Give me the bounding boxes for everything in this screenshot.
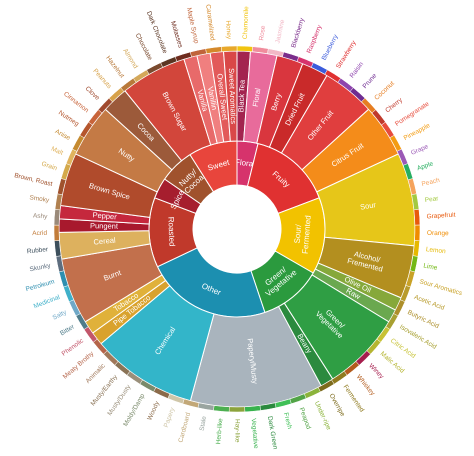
outer-label-vegetative: Vegetative (250, 418, 260, 449)
outer-label-strawberry: Strawberry (335, 39, 358, 70)
inner-label-roasted: Roasted (166, 217, 176, 247)
middle-label-sweet-aromatics: Sweet Aromatics (227, 68, 238, 124)
outer-segment-honey (220, 45, 238, 52)
outer-label-clove: Clove (84, 85, 101, 102)
outer-label-peapod: Peapod (298, 407, 312, 431)
outer-label-peach: Peach (421, 177, 441, 188)
outer-label-almond: Almond (121, 48, 139, 71)
outer-label-smoky: Smoky (29, 194, 50, 204)
outer-label-hay-like: Hay-like (233, 419, 240, 443)
middle-label-black-tea: Black Tea (236, 79, 246, 113)
outer-label-coconut: Coconut (373, 80, 396, 102)
outer-label-papery: Papery (163, 406, 177, 428)
outer-label-petroleum: Petroleum (25, 278, 55, 293)
outer-label-acetic-acid: Acetic Acid (413, 294, 446, 312)
outer-segment-acrid (53, 224, 60, 242)
outer-label-whiskey: Whiskey (355, 374, 376, 398)
outer-label-brown-roast: Brown, Roast (13, 172, 53, 188)
center-hole (193, 185, 281, 273)
outer-label-molasses: Molasses (169, 20, 184, 49)
outer-label-nutmeg: Nutmeg (57, 109, 80, 128)
outer-label-chamomile: Chamomile (242, 6, 250, 40)
outer-label-sour-aromatics: Sour Aromatics (419, 278, 464, 297)
outer-label-medicinal: Medicinal (33, 294, 62, 311)
outer-ring (53, 45, 421, 413)
outer-label-malt: Malt (50, 146, 64, 157)
outer-label-pear: Pear (424, 195, 439, 204)
outer-label-cardboard: Cardboard (177, 411, 192, 443)
outer-label-moldy-damp: Moldy/Damp (122, 392, 146, 428)
outer-label-rubber: Rubber (27, 246, 50, 255)
outer-label-anise: Anise (54, 128, 72, 142)
inner-label-floral: Floral (235, 157, 256, 168)
outer-label-cinnamon: Cinnamon (62, 91, 90, 115)
outer-label-pineapple: Pineapple (403, 122, 432, 142)
outer-label-raisin: Raisin (349, 61, 366, 80)
outer-label-maple-syrup: Maple Syrup (185, 7, 200, 45)
outer-label-butyric-acid: Butyric Acid (406, 309, 440, 330)
outer-label-herb-like: Herb-like (215, 418, 224, 445)
outer-label-fresh: Fresh (282, 412, 293, 430)
inner-label-sour-fermented: Sour/Fermented (292, 214, 313, 254)
outer-label-overripe: Overripe (328, 393, 347, 418)
outer-label-honey: Honey (224, 20, 232, 40)
outer-label-malic-acid: Malic Acid (379, 350, 406, 375)
outer-segment-ashy (53, 209, 61, 226)
outer-segment-chamomile (236, 45, 254, 52)
outer-label-ashy: Ashy (33, 213, 49, 221)
outer-label-cherry: Cherry (384, 96, 404, 114)
outer-segment-grapefruit (413, 209, 421, 226)
outer-label-lime: Lime (423, 262, 439, 272)
middle-label-floral: Floral (251, 87, 263, 107)
outer-label-phenolic: Phenolic (61, 337, 86, 358)
outer-label-citric-acid: Citric Acid (389, 337, 417, 360)
outer-label-grain: Grain (41, 161, 59, 173)
outer-label-woody: Woody (146, 400, 161, 422)
outer-label-apple: Apple (416, 160, 434, 172)
outer-label-acrid: Acrid (32, 230, 47, 237)
outer-segment-hay-like (228, 406, 246, 413)
outer-label-lemon: Lemon (426, 246, 447, 255)
outer-label-stale: Stale (199, 415, 208, 431)
outer-label-skunky: Skunky (29, 262, 52, 273)
outer-label-rose: Rose (258, 25, 267, 41)
outer-label-blueberry: Blueberry (321, 33, 340, 62)
outer-label-under-ripe: Under-ripe (313, 400, 332, 431)
outer-label-raspberry: Raspberry (306, 23, 324, 54)
outer-label-orange: Orange (427, 230, 449, 237)
outer-label-winey: Winey (367, 362, 385, 380)
middle-label-pepper: Pepper (92, 210, 117, 221)
outer-label-grapefruit: Grapefruit (426, 212, 455, 221)
outer-label-hazelnut: Hazelnut (104, 55, 125, 80)
outer-label-grape: Grape (410, 143, 430, 157)
outer-label-animalic: Animalic (85, 362, 108, 385)
middle-label-sour: Sour (359, 200, 377, 212)
outer-label-prune: Prune (361, 72, 378, 90)
outer-label-bitter: Bitter (59, 323, 76, 337)
outer-label-chocolate: Chocolate (134, 32, 154, 62)
outer-label-peanuts: Peanuts (91, 68, 113, 91)
middle-label-cereal: Cereal (93, 236, 116, 247)
outer-label-blackberry: Blackberry (290, 17, 306, 49)
outer-label-fermented: Fermented (342, 384, 366, 414)
outer-label-caramelized: Caramelized (204, 4, 216, 41)
outer-label-dark-green: Dark Green (266, 416, 279, 451)
outer-label-jasmine: Jasmine (274, 19, 286, 45)
outer-label-salty: Salty (52, 309, 69, 322)
outer-segment-orange (414, 224, 421, 242)
middle-label-pungent: Pungent (90, 221, 119, 231)
